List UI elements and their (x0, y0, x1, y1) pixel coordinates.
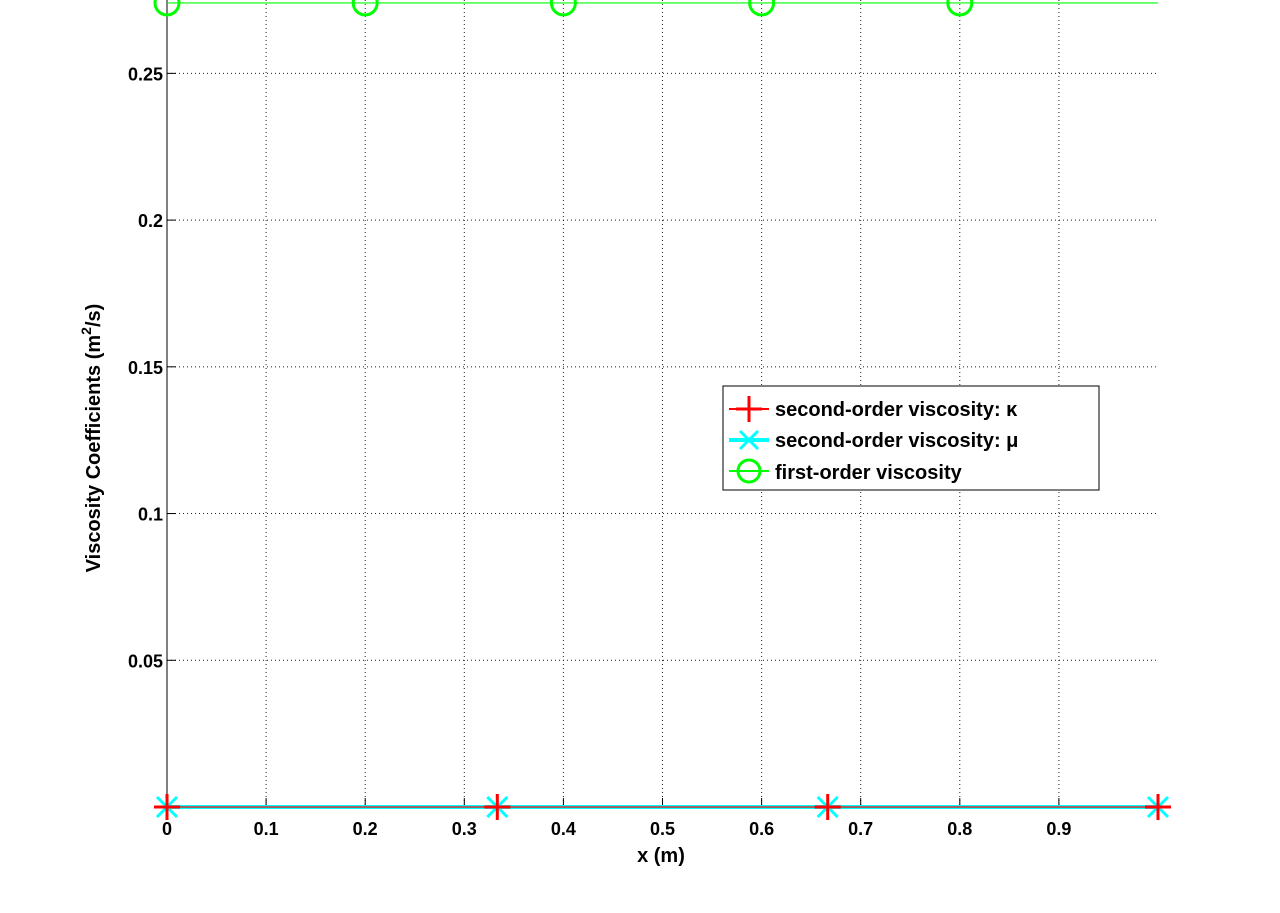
marker-plus-2 (814, 794, 841, 820)
x-tick-label-4: 0.4 (551, 819, 576, 839)
y-axis-label-tail: /s) (83, 304, 105, 327)
x-tick-label-5: 0.5 (650, 819, 675, 839)
x-tick-label-6: 0.6 (749, 819, 774, 839)
y-tick-label-3: 0.2 (138, 211, 163, 231)
legend-label-mu: second-order viscosity: μ (775, 430, 1018, 452)
marker-plus-0 (154, 794, 180, 820)
marker-circle-2 (549, 0, 577, 17)
grid (167, 0, 1158, 807)
y-tick-label-2: 0.15 (128, 358, 163, 378)
y-axis-label: Viscosity Coefficients (m2/s) (78, 304, 105, 573)
marker-plus-3 (1145, 794, 1171, 820)
marker-circle-3 (748, 0, 776, 17)
legend-marker-kappa (736, 396, 762, 422)
marker-circle-0 (153, 0, 181, 17)
y-axis-label-superscript: 2 (78, 327, 94, 335)
x-tick-label-7: 0.7 (848, 819, 873, 839)
legend-marker-first-order (736, 458, 762, 484)
marker-circle-1 (351, 0, 379, 17)
axis-labels: x (m) Viscosity Coefficients (m2/s) (78, 304, 685, 867)
x-tick-label-3: 0.3 (452, 819, 477, 839)
x-tick-label-8: 0.8 (947, 819, 972, 839)
x-tick-label-2: 0.2 (353, 819, 378, 839)
legend-entry-first-order: first-order viscosity (729, 458, 963, 484)
legend-entry-mu: second-order viscosity: μ (729, 429, 1018, 452)
legend-label-first-order: first-order viscosity (775, 462, 963, 484)
legend-entry-kappa: second-order viscosity: κ (729, 396, 1018, 422)
x-axis-label: x (m) (637, 845, 685, 867)
marker-plus-1 (484, 794, 511, 820)
legend-label-kappa: second-order viscosity: κ (775, 399, 1018, 421)
x-tick-label-1: 0.1 (254, 819, 279, 839)
y-axis-label-main: Viscosity Coefficients (m (83, 335, 105, 572)
x-tick-label-0: 0 (162, 819, 172, 839)
legend: second-order viscosity: κ second-order v… (722, 385, 1100, 491)
y-tick-label-1: 0.1 (138, 505, 163, 525)
x-tick-label-9: 0.9 (1046, 819, 1071, 839)
series-area (153, 0, 1171, 820)
y-tick-label-4: 0.25 (128, 64, 163, 84)
legend-marker-mu (738, 429, 760, 451)
legend-box (722, 385, 1100, 491)
y-tick-label-0: 0.05 (128, 651, 163, 671)
marker-circle-4 (946, 0, 974, 17)
